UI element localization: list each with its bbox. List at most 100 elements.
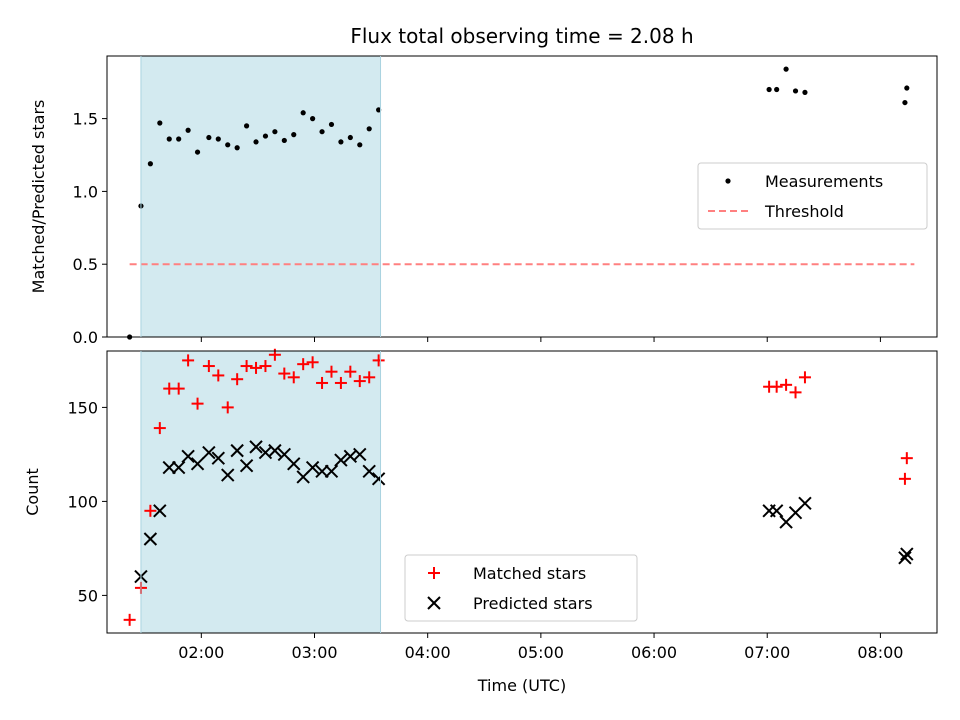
- predicted-stars-point: [171, 460, 186, 475]
- predicted-stars-point: [162, 460, 176, 475]
- matched-stars-point: [334, 376, 347, 389]
- matched-stars-point: [344, 365, 357, 378]
- measurement-point: [215, 136, 221, 142]
- count-y-axis-label: Count: [23, 468, 42, 516]
- matched-stars-point: [325, 365, 338, 378]
- matched-stars-point: [780, 378, 793, 391]
- measurement-point: [328, 121, 335, 128]
- y-tick-label: 150: [67, 398, 98, 417]
- predicted-stars-point: [249, 440, 263, 454]
- predicted-stars-point: [268, 443, 282, 458]
- predicted-stars-point: [202, 445, 216, 460]
- predicted-stars-point: [769, 504, 784, 518]
- measurement-point: [904, 85, 910, 91]
- star-count-x-ticks: 02:00 03:00 04:00 05:00 06:00 07:00 08:00: [178, 633, 903, 662]
- flux-ratio-y-ticks: 0.0 0.5 1.0 1.5: [73, 110, 107, 347]
- predicted-stars-point: [898, 551, 912, 565]
- predicted-stars-point: [143, 532, 158, 546]
- matched-stars-point: [363, 371, 376, 384]
- observing-window-span: [140, 351, 381, 633]
- measurement-point: [319, 129, 325, 135]
- matched-stars-point: [144, 504, 157, 517]
- predicted-stars-point: [181, 449, 195, 463]
- y-tick-label: 100: [67, 492, 98, 511]
- star-count-y-ticks: 50 100 150: [67, 398, 107, 605]
- x-tick-label: 03:00: [291, 643, 337, 662]
- matched-stars-point: [250, 361, 263, 374]
- measurement-point: [792, 88, 799, 94]
- x-tick-label: 05:00: [518, 643, 564, 662]
- matched-stars-point: [789, 386, 802, 399]
- predicted-stars-point: [211, 451, 226, 465]
- x-tick-label: 02:00: [178, 643, 224, 662]
- matched-stars-legend-glyph: [428, 567, 440, 579]
- matched-stars-legend-marker: [428, 567, 440, 579]
- matched-stars-point: [259, 360, 272, 373]
- measurement-point: [157, 120, 163, 126]
- predicted-stars-point: [190, 457, 205, 471]
- matched-stars-point: [191, 397, 204, 410]
- measurement-point: [253, 139, 259, 145]
- predicted-stars-point: [221, 468, 235, 482]
- measurement-point: [176, 136, 182, 142]
- measurement-point: [185, 127, 191, 133]
- y-tick-label: 0.0: [73, 328, 98, 347]
- predicted-stars-point: [362, 464, 376, 479]
- predicted-stars-point: [353, 447, 367, 462]
- predicted-stars-legend-marker: [427, 596, 441, 610]
- matched-stars-point: [123, 613, 136, 626]
- matched-stars-point: [278, 367, 291, 380]
- predicted-stars-point: [230, 443, 244, 458]
- y-tick-label: 50: [78, 586, 98, 605]
- y-tick-label: 0.5: [73, 255, 98, 274]
- measurement-point: [147, 161, 153, 167]
- matched-stars-point: [221, 401, 234, 414]
- measurement-point: [272, 129, 278, 135]
- predicted-stars-point: [315, 464, 329, 479]
- measurement-point: [243, 123, 250, 129]
- predicted-stars-point: [153, 504, 167, 518]
- measurements-legend-label: Measurements: [765, 172, 883, 191]
- measurement-point: [902, 99, 908, 106]
- measurement-point: [194, 149, 201, 155]
- threshold-legend-label: Threshold: [764, 202, 844, 221]
- matched-stars-point: [900, 452, 913, 465]
- y-tick-label: 1.0: [73, 182, 98, 201]
- star-count-legend-box: [404, 554, 638, 622]
- predicted-stars-point: [334, 453, 348, 467]
- x-tick-label: 07:00: [744, 643, 790, 662]
- matched-stars-point: [212, 369, 225, 382]
- measurement-point: [234, 145, 240, 151]
- matched-stars-point: [182, 354, 195, 367]
- flux-ratio-y-axis-label: Matched/Predicted stars: [29, 100, 48, 294]
- measurement-point: [376, 107, 382, 113]
- predicted-stars-point: [900, 547, 914, 561]
- flux-ratio-panel: 0.0 0.5 1.0 1.5 Flux total observing time =…: [29, 24, 938, 347]
- matched-stars-point: [353, 375, 366, 388]
- matched-stars-point: [240, 360, 253, 373]
- x-tick-label: 08:00: [857, 643, 903, 662]
- predicted-stars-point: [287, 457, 301, 471]
- measurement-point: [338, 139, 344, 145]
- matched-stars-point: [898, 472, 911, 485]
- measurement-point: [300, 110, 306, 116]
- measurement-point: [225, 142, 231, 148]
- flux-ratio-legend-box: [697, 162, 928, 230]
- matched-stars-point: [297, 358, 310, 371]
- matched-stars-point: [306, 356, 319, 369]
- matched-stars-point: [202, 360, 215, 373]
- matched-stars-point: [153, 422, 166, 435]
- predicted-stars-point: [371, 472, 386, 486]
- predicted-stars-legend-label: Predicted stars: [473, 594, 593, 613]
- matched-stars-point: [798, 371, 811, 384]
- measurement-point: [774, 86, 780, 93]
- measurement-point: [366, 126, 372, 132]
- predicted-stars-point: [305, 460, 320, 475]
- flux-ratio-legend: Measurements Threshold: [697, 162, 928, 230]
- matched-stars-point: [316, 376, 329, 389]
- measurement-point: [783, 66, 789, 72]
- predicted-stars-point: [798, 496, 812, 510]
- observing-window-span: [140, 56, 381, 337]
